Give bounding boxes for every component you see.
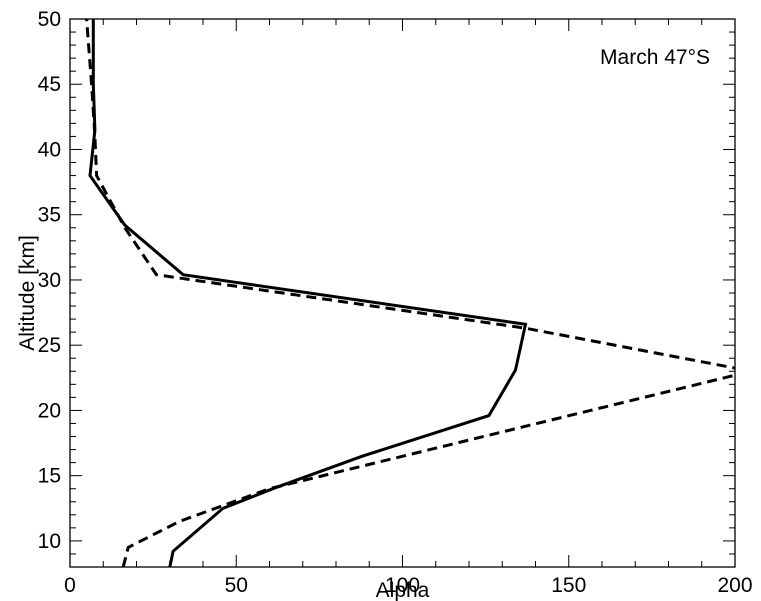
series-layer bbox=[85, 19, 735, 567]
y-tick-label: 25 bbox=[38, 334, 61, 357]
y-tick-label: 30 bbox=[38, 269, 61, 292]
y-tick-label: 15 bbox=[38, 465, 61, 488]
y-tick-label: 10 bbox=[38, 530, 61, 553]
x-tick-label: 0 bbox=[64, 574, 76, 597]
y-tick-label: 50 bbox=[38, 8, 61, 31]
x-tick-label: 100 bbox=[385, 574, 420, 597]
x-tick-label: 200 bbox=[717, 574, 752, 597]
tick-labels: 0 50 100 150 200 10 15 20 25 30 35 40 45 50 bbox=[38, 8, 753, 597]
x-axis-title: Alpha bbox=[376, 579, 430, 601]
y-tick-label: 40 bbox=[38, 138, 61, 161]
y-tick-label: 45 bbox=[38, 73, 61, 96]
plot-frame bbox=[69, 18, 736, 568]
axis-ticks bbox=[69, 18, 736, 568]
y-tick-label: 20 bbox=[38, 399, 61, 422]
y-tick-label: 35 bbox=[38, 204, 61, 227]
series-dashed-line bbox=[85, 19, 735, 567]
chart-annotation: March 47°S bbox=[600, 46, 710, 69]
x-tick-label: 50 bbox=[225, 574, 248, 597]
series-solid-line bbox=[88, 19, 528, 567]
x-tick-label: 150 bbox=[551, 574, 586, 597]
y-axis-title: Altitude [km] bbox=[16, 235, 39, 351]
